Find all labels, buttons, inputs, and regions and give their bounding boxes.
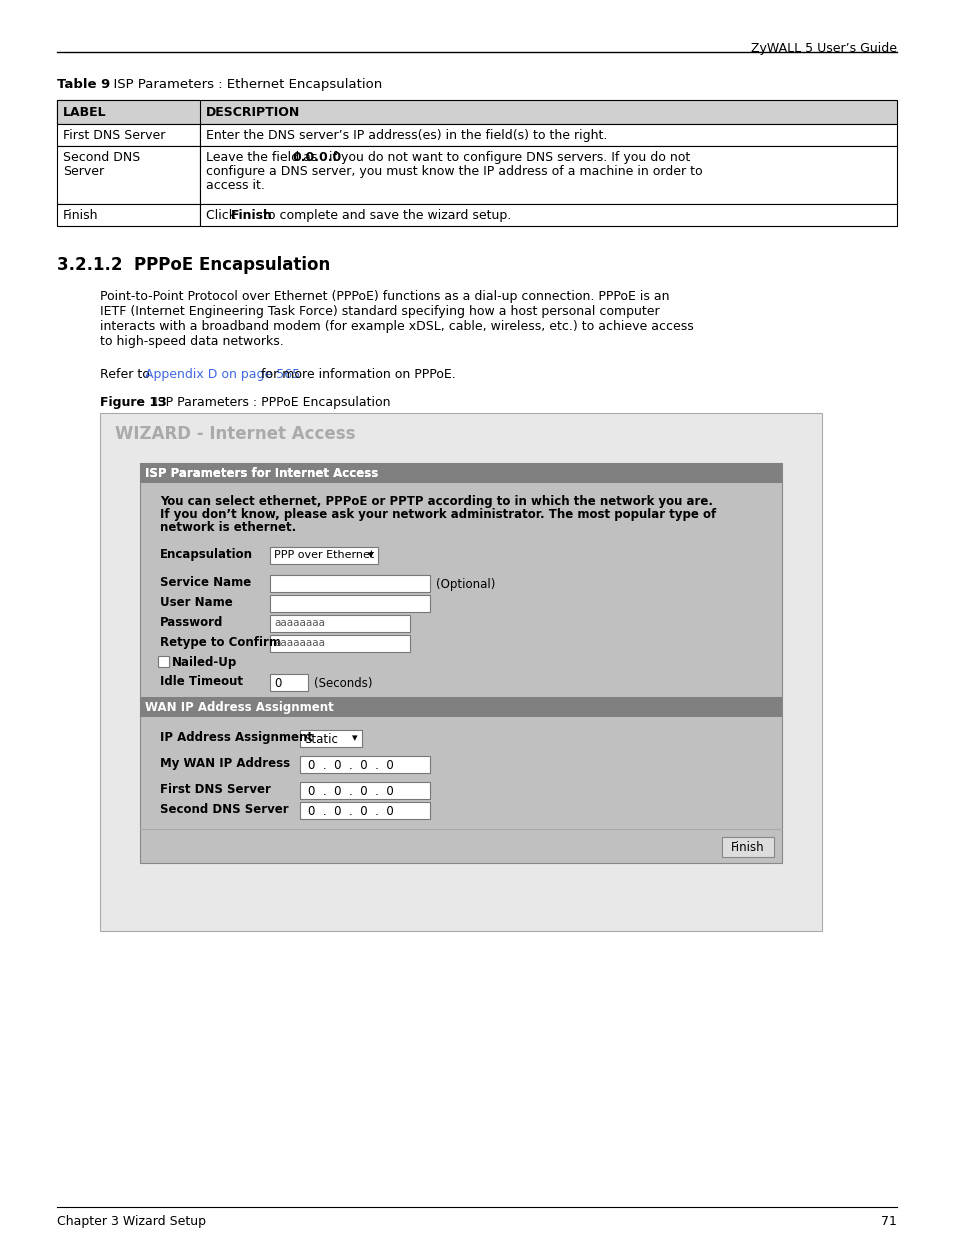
Text: Finish: Finish bbox=[730, 841, 764, 853]
Text: Chapter 3 Wizard Setup: Chapter 3 Wizard Setup bbox=[57, 1215, 206, 1228]
Text: 0  .  0  .  0  .  0: 0 . 0 . 0 . 0 bbox=[308, 805, 394, 818]
Bar bbox=[270, 547, 377, 564]
Text: Encapsulation: Encapsulation bbox=[160, 548, 253, 561]
Bar bbox=[299, 730, 361, 747]
Text: Refer to: Refer to bbox=[100, 368, 153, 382]
Text: Click: Click bbox=[206, 209, 240, 222]
Text: Leave the field as: Leave the field as bbox=[206, 151, 321, 164]
Text: if you do not want to configure DNS servers. If you do not: if you do not want to configure DNS serv… bbox=[325, 151, 690, 164]
Text: 0  .  0  .  0  .  0: 0 . 0 . 0 . 0 bbox=[308, 760, 394, 772]
Bar bbox=[57, 100, 896, 124]
Text: Retype to Confirm: Retype to Confirm bbox=[160, 636, 281, 650]
Text: DESCRIPTION: DESCRIPTION bbox=[206, 106, 300, 119]
Text: ISP Parameters for Internet Access: ISP Parameters for Internet Access bbox=[145, 467, 377, 480]
Bar bbox=[721, 837, 773, 857]
Bar bbox=[140, 697, 781, 718]
Text: Service Name: Service Name bbox=[160, 576, 251, 589]
Text: 0.0.0.0: 0.0.0.0 bbox=[292, 151, 341, 164]
Text: access it.: access it. bbox=[206, 179, 265, 191]
Text: Point-to-Point Protocol over Ethernet (PPPoE) functions as a dial-up connection.: Point-to-Point Protocol over Ethernet (P… bbox=[100, 290, 669, 303]
Text: ▾: ▾ bbox=[352, 734, 357, 743]
Text: First DNS Server: First DNS Server bbox=[63, 128, 165, 142]
Bar bbox=[200, 124, 896, 146]
Bar bbox=[200, 146, 896, 204]
Text: aaaaaaaa: aaaaaaaa bbox=[274, 638, 325, 648]
Text: for more information on PPPoE.: for more information on PPPoE. bbox=[256, 368, 455, 382]
Text: First DNS Server: First DNS Server bbox=[160, 783, 271, 797]
Text: to high-speed data networks.: to high-speed data networks. bbox=[100, 335, 283, 348]
Text: ZyWALL 5 User’s Guide: ZyWALL 5 User’s Guide bbox=[750, 42, 896, 56]
Text: Table 9: Table 9 bbox=[57, 78, 111, 91]
Bar bbox=[270, 635, 410, 652]
Text: (Seconds): (Seconds) bbox=[314, 677, 372, 690]
Text: Figure 13: Figure 13 bbox=[100, 396, 167, 409]
Bar bbox=[299, 782, 430, 799]
Text: ISP Parameters for Internet Access: ISP Parameters for Internet Access bbox=[145, 467, 377, 480]
Bar bbox=[57, 146, 200, 204]
Bar bbox=[100, 412, 821, 931]
Text: (Optional): (Optional) bbox=[436, 578, 495, 592]
Bar bbox=[299, 802, 430, 819]
Text: WIZARD - Internet Access: WIZARD - Internet Access bbox=[115, 425, 355, 443]
Text: 0  .  0  .  0  .  0: 0 . 0 . 0 . 0 bbox=[308, 785, 394, 798]
Text: aaaaaaaa: aaaaaaaa bbox=[274, 618, 325, 629]
Text: Second DNS Server: Second DNS Server bbox=[160, 803, 289, 816]
Bar bbox=[140, 463, 781, 483]
Bar bbox=[299, 756, 430, 773]
Bar bbox=[57, 204, 200, 226]
Text: Idle Timeout: Idle Timeout bbox=[160, 676, 243, 688]
Bar bbox=[57, 124, 200, 146]
Bar bbox=[200, 204, 896, 226]
Text: PPP over Ethernet: PPP over Ethernet bbox=[274, 550, 374, 559]
Text: IP Address Assignment: IP Address Assignment bbox=[160, 731, 313, 743]
Bar bbox=[140, 463, 781, 863]
Text: 3.2.1.2  PPPoE Encapsulation: 3.2.1.2 PPPoE Encapsulation bbox=[57, 256, 330, 274]
Text: ISP Parameters : Ethernet Encapsulation: ISP Parameters : Ethernet Encapsulation bbox=[105, 78, 382, 91]
Text: Finish: Finish bbox=[231, 209, 273, 222]
Bar bbox=[57, 100, 200, 124]
Text: configure a DNS server, you must know the IP address of a machine in order to: configure a DNS server, you must know th… bbox=[206, 165, 702, 178]
Text: ISP Parameters : PPPoE Encapsulation: ISP Parameters : PPPoE Encapsulation bbox=[142, 396, 390, 409]
Text: Server: Server bbox=[63, 165, 104, 178]
Text: You can select ethernet, PPPoE or PPTP according to in which the network you are: You can select ethernet, PPPoE or PPTP a… bbox=[160, 495, 712, 508]
Text: Password: Password bbox=[160, 616, 223, 629]
Text: Finish: Finish bbox=[63, 209, 98, 222]
Bar bbox=[140, 463, 781, 483]
Text: Enter the DNS server’s IP address(es) in the field(s) to the right.: Enter the DNS server’s IP address(es) in… bbox=[206, 128, 607, 142]
Text: My WAN IP Address: My WAN IP Address bbox=[160, 757, 290, 769]
Text: network is ethernet.: network is ethernet. bbox=[160, 521, 296, 534]
Text: interacts with a broadband modem (for example xDSL, cable, wireless, etc.) to ac: interacts with a broadband modem (for ex… bbox=[100, 320, 693, 333]
Text: 0: 0 bbox=[274, 677, 281, 690]
Text: WAN IP Address Assignment: WAN IP Address Assignment bbox=[145, 701, 334, 714]
Text: User Name: User Name bbox=[160, 597, 233, 609]
Bar bbox=[270, 595, 430, 613]
Text: LABEL: LABEL bbox=[63, 106, 107, 119]
Text: IETF (Internet Engineering Task Force) standard specifying how a host personal c: IETF (Internet Engineering Task Force) s… bbox=[100, 305, 659, 317]
Text: Second DNS: Second DNS bbox=[63, 151, 140, 164]
Bar bbox=[158, 656, 169, 667]
Bar bbox=[270, 674, 308, 692]
Text: Appendix D on page 565: Appendix D on page 565 bbox=[145, 368, 300, 382]
Bar bbox=[270, 615, 410, 632]
Text: If you don’t know, please ask your network administrator. The most popular type : If you don’t know, please ask your netwo… bbox=[160, 508, 716, 521]
Bar bbox=[270, 576, 430, 592]
Text: to complete and save the wizard setup.: to complete and save the wizard setup. bbox=[258, 209, 511, 222]
Text: 71: 71 bbox=[881, 1215, 896, 1228]
Text: Static: Static bbox=[304, 734, 337, 746]
Text: ▾: ▾ bbox=[368, 550, 374, 559]
Text: Nailed-Up: Nailed-Up bbox=[172, 656, 237, 669]
